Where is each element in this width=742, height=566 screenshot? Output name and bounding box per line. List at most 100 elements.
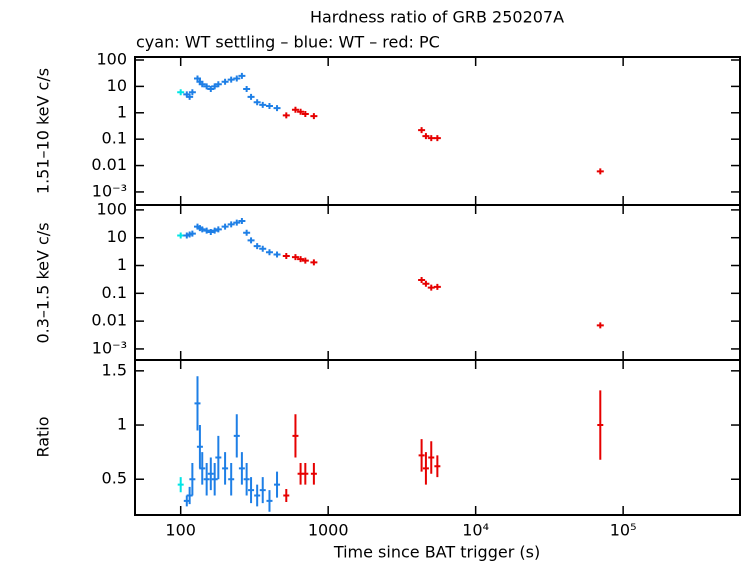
data-point	[211, 83, 219, 90]
data-point	[186, 486, 193, 505]
data-point	[301, 110, 309, 117]
data-point	[188, 89, 196, 96]
data-point	[422, 452, 429, 485]
y-axis-label: 1.51–10 keV c/s	[34, 68, 53, 194]
data-point	[238, 72, 246, 79]
data-point	[247, 93, 255, 100]
data-point	[253, 99, 261, 106]
x-axis-label: Time since BAT trigger (s)	[333, 543, 540, 562]
data-point	[177, 89, 185, 96]
y-tick-label: 1.5	[102, 360, 127, 379]
data-point	[274, 471, 281, 498]
data-point	[243, 229, 251, 236]
data-point	[222, 452, 229, 485]
data-point	[283, 488, 290, 502]
data-point	[291, 254, 299, 261]
y-axis-label: 0.3–1.5 keV c/s	[34, 222, 53, 343]
data-point	[292, 414, 299, 458]
data-point	[207, 229, 215, 236]
data-point	[418, 439, 425, 472]
data-point	[214, 226, 222, 233]
y-tick-label: 10	[107, 227, 127, 246]
data-point	[203, 462, 210, 496]
data-point	[273, 105, 281, 112]
data-point	[211, 227, 219, 234]
data-point	[596, 168, 604, 175]
data-point	[227, 76, 235, 83]
data-point	[254, 484, 261, 507]
data-point	[265, 249, 273, 256]
data-point	[422, 280, 430, 287]
data-point	[266, 490, 273, 512]
chart-subtitle: cyan: WT settling – blue: WT – red: PC	[136, 33, 440, 52]
data-point	[596, 322, 604, 329]
plot-frame	[134, 359, 741, 516]
data-point	[177, 232, 185, 239]
data-point	[233, 219, 241, 226]
data-point	[418, 277, 426, 284]
data-point	[203, 227, 211, 234]
data-point	[301, 257, 309, 264]
data-point	[259, 245, 267, 252]
data-point	[228, 462, 235, 496]
data-point	[433, 283, 441, 290]
y-tick-label: 10	[107, 76, 127, 95]
data-point	[198, 226, 206, 233]
y-tick-label: 100	[96, 50, 127, 69]
y-tick-label: 1	[117, 255, 127, 274]
data-point	[428, 441, 435, 474]
data-point	[248, 477, 255, 504]
data-point	[194, 376, 201, 431]
data-point	[310, 462, 317, 485]
data-point	[196, 425, 203, 469]
y-tick-label: 100	[96, 199, 127, 218]
data-point	[265, 103, 273, 110]
data-point	[253, 243, 261, 250]
data-point	[198, 81, 206, 88]
data-point	[427, 135, 435, 142]
data-point	[211, 462, 218, 496]
data-point	[199, 452, 206, 485]
data-point	[203, 83, 211, 90]
data-point	[221, 78, 229, 85]
data-point	[186, 93, 194, 100]
y-tick-label: 0.01	[91, 155, 127, 174]
y-tick-label: 1	[117, 102, 127, 121]
data-point	[273, 251, 281, 258]
data-point	[259, 477, 266, 504]
data-point	[302, 462, 309, 485]
data-point	[238, 217, 246, 224]
data-point	[427, 284, 435, 291]
x-tick-label: 10⁵	[610, 521, 637, 540]
data-point	[207, 85, 215, 92]
data-point	[238, 452, 245, 485]
chart-title: Hardness ratio of GRB 250207A	[310, 8, 564, 27]
data-point	[193, 75, 201, 82]
data-point	[310, 259, 318, 266]
x-tick-label: 1000	[308, 521, 349, 540]
y-tick-label: 1	[117, 415, 127, 434]
data-point	[282, 252, 290, 259]
data-point	[597, 390, 604, 460]
data-point	[422, 133, 430, 140]
data-point	[207, 457, 214, 491]
x-tick-label: 100	[165, 521, 196, 540]
data-point	[189, 462, 196, 496]
data-point	[227, 221, 235, 228]
y-tick-label: 10⁻³	[92, 181, 127, 200]
data-point	[282, 112, 290, 119]
y-tick-label: 10⁻³	[92, 338, 127, 357]
data-point	[433, 135, 441, 142]
data-point	[243, 85, 251, 92]
data-point	[215, 435, 222, 480]
x-tick-label: 10⁴	[462, 521, 489, 540]
data-point	[243, 462, 250, 496]
data-point	[291, 106, 299, 113]
data-point	[418, 127, 426, 134]
data-point	[214, 81, 222, 88]
data-point	[221, 223, 229, 230]
y-tick-label: 0.1	[102, 129, 127, 148]
data-point	[259, 101, 267, 108]
data-point	[233, 414, 240, 458]
